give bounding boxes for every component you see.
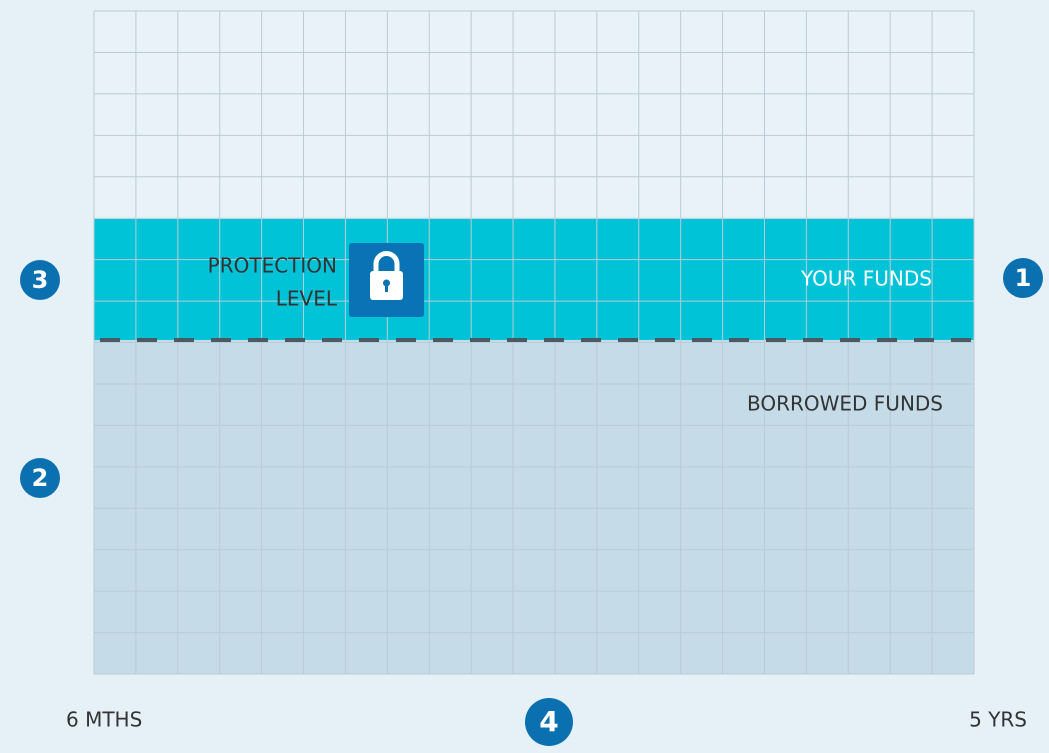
badge: 4 (525, 698, 573, 746)
svg-text:2: 2 (32, 464, 49, 492)
badge: 3 (20, 260, 60, 300)
protection-label: LEVEL (276, 287, 338, 311)
badge: 1 (1003, 258, 1043, 298)
grid (93, 10, 975, 675)
svg-text:1: 1 (1015, 264, 1032, 292)
axis-end-label: 5 YRS (969, 708, 1027, 732)
your-funds-label: YOUR FUNDS (800, 267, 932, 291)
svg-text:4: 4 (539, 705, 558, 738)
svg-text:3: 3 (32, 266, 49, 294)
upper-area (94, 11, 974, 219)
borrowed-funds-label: BORROWED FUNDS (747, 392, 943, 416)
axis-start-label: 6 MTHS (66, 708, 142, 732)
borrowed-funds-zone (94, 340, 974, 674)
lock-icon (349, 243, 424, 317)
your-funds-zone (94, 219, 974, 340)
protection-label: PROTECTION (208, 254, 337, 278)
badge: 2 (20, 458, 60, 498)
